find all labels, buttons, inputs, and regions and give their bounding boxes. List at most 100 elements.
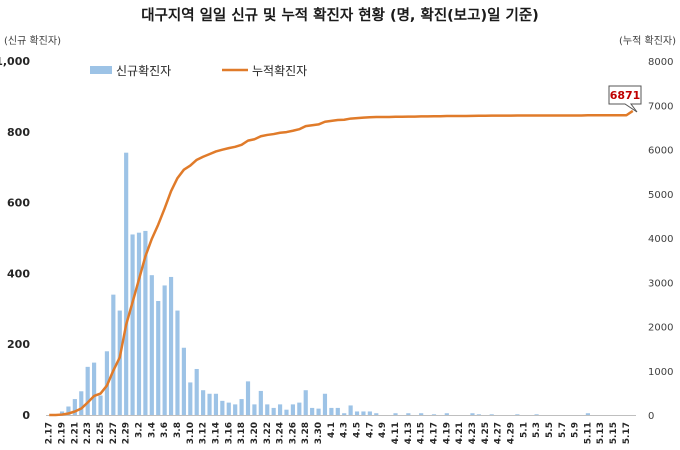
- x-tick-label: 3.10: [186, 422, 196, 444]
- x-tick-label: 2.29: [122, 422, 132, 444]
- x-tick-label: 3.8: [173, 422, 183, 438]
- x-tick-label: 4.15: [417, 422, 427, 444]
- x-tick-label: 2.19: [58, 422, 68, 444]
- new-cases-bar: [367, 411, 372, 415]
- new-cases-bar: [348, 405, 353, 415]
- new-cases-bar: [72, 399, 77, 415]
- x-tick-label: 4.5: [353, 422, 363, 438]
- x-tick-label: 2.25: [96, 422, 106, 444]
- x-tick-label: 3.26: [288, 422, 298, 444]
- legend-bar-swatch: [90, 66, 112, 74]
- y-right-tick-label: 6000: [648, 146, 673, 157]
- new-cases-bar: [149, 275, 154, 415]
- new-cases-bar: [201, 390, 206, 415]
- x-tick-label: 4.21: [455, 422, 465, 444]
- x-tick-label: 5.1: [519, 422, 529, 438]
- x-tick-label: 4.7: [365, 422, 375, 438]
- new-cases-bar: [284, 409, 289, 415]
- new-cases-bar: [213, 393, 219, 415]
- new-cases-bar: [194, 368, 199, 415]
- new-cases-bar: [316, 408, 321, 415]
- cumulative-callout: 6871: [608, 85, 642, 113]
- new-cases-bar: [361, 411, 366, 415]
- legend-bar-label: 신규확진자: [116, 64, 171, 78]
- y-left-tick-label: 800: [7, 126, 30, 139]
- new-cases-bar: [476, 414, 481, 415]
- y-right-tick-label: 0: [648, 411, 654, 422]
- x-tick-label: 2.21: [70, 422, 80, 444]
- new-cases-bar: [297, 402, 302, 415]
- new-cases-bar: [489, 414, 494, 415]
- left-axis-unit: (신규 확진자): [4, 35, 61, 47]
- new-cases-bar: [271, 407, 276, 415]
- new-cases-bar: [156, 301, 161, 415]
- new-cases-bar: [470, 413, 475, 415]
- new-cases-bar: [374, 413, 379, 415]
- y-right-tick-label: 3000: [648, 278, 673, 289]
- y-right-tick-label: 5000: [648, 190, 673, 201]
- new-cases-bar: [220, 400, 225, 415]
- new-cases-bar: [181, 347, 186, 415]
- new-cases-bar: [188, 382, 193, 415]
- y-right-tick-label: 1000: [648, 367, 673, 378]
- new-cases-bar: [245, 381, 251, 415]
- new-cases-bar: [168, 276, 174, 415]
- cumulative-line: [49, 109, 634, 417]
- new-cases-bar: [329, 407, 334, 415]
- x-tick-label: 4.19: [442, 422, 452, 444]
- x-tick-label: 3.2: [134, 422, 144, 438]
- new-cases-bar: [207, 393, 212, 415]
- x-tick-label: 3.24: [276, 422, 286, 444]
- new-cases-bar: [143, 230, 148, 415]
- new-cases-bar: [239, 399, 244, 415]
- x-tick-label: 4.3: [340, 422, 350, 438]
- y-left-tick-label: 1,000: [0, 55, 30, 68]
- x-tick-label: 3.12: [199, 422, 209, 444]
- y-right-tick-label: 4000: [648, 234, 673, 245]
- new-cases-bar: [66, 406, 71, 415]
- cumulative-series-line: [49, 109, 634, 417]
- new-cases-bar: [85, 366, 90, 415]
- x-tick-label: 4.9: [378, 422, 388, 438]
- new-cases-bar: [162, 285, 167, 415]
- x-tick-label: 3.14: [211, 422, 221, 444]
- x-tick-label: 4.25: [481, 422, 491, 444]
- new-cases-bar: [258, 390, 263, 415]
- new-cases-bar: [59, 411, 65, 415]
- y-left-tick-label: 200: [7, 338, 30, 351]
- new-cases-bar: [111, 294, 116, 415]
- x-tick-label: 5.5: [545, 422, 555, 438]
- x-tick-label: 4.13: [404, 422, 414, 444]
- new-cases-bar: [419, 413, 424, 415]
- x-tick-label: 5.3: [532, 422, 542, 438]
- new-cases-bar: [265, 404, 270, 415]
- x-tick-label: 3.16: [224, 422, 234, 444]
- x-tick-label: 5.7: [558, 422, 568, 438]
- new-cases-bar: [303, 390, 308, 415]
- new-cases-bar: [393, 413, 398, 415]
- new-cases-bar: [342, 413, 347, 415]
- new-cases-bar: [534, 414, 539, 415]
- y-right-tick-label: 2000: [648, 323, 673, 334]
- y-axis-ticks: 0 200 400 600 800 1,000 0 1000 2000 3000 4000 5000 6…: [0, 55, 673, 422]
- x-tick-label: 5.17: [622, 422, 632, 444]
- x-tick-label: 3.20: [250, 422, 260, 444]
- new-cases-bar: [130, 234, 135, 415]
- x-tick-label: 2.27: [109, 422, 119, 444]
- legend-line-label: 누적확진자: [252, 64, 307, 78]
- x-tick-label: 5.15: [609, 422, 619, 444]
- new-cases-bar: [406, 413, 411, 415]
- new-cases-bar: [444, 413, 449, 415]
- x-tick-label: 3.22: [263, 422, 273, 444]
- x-tick-label: 4.11: [391, 422, 401, 444]
- new-cases-bar: [252, 404, 257, 415]
- right-axis-unit: (누적 확진자): [619, 35, 676, 47]
- new-cases-bar: [233, 404, 238, 415]
- new-cases-bar: [277, 404, 283, 415]
- new-cases-bar: [79, 391, 84, 415]
- x-tick-label: 3.28: [301, 422, 311, 444]
- new-cases-bar: [354, 411, 360, 415]
- x-tick-label: 4.27: [494, 422, 504, 444]
- y-right-tick-label: 8000: [648, 57, 673, 68]
